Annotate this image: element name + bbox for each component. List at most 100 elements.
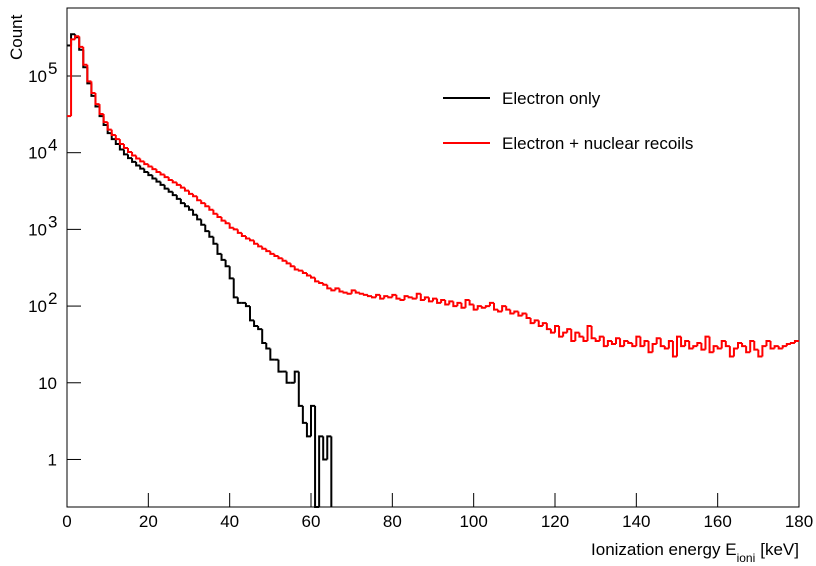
histogram-bin [114,139,120,145]
histogram-bin [200,200,206,205]
histogram-bin [98,104,104,115]
histogram-bin [350,289,356,294]
histogram-bin [415,292,421,299]
y-tick-exponent: 3 [48,212,57,231]
histogram-bin [110,129,116,137]
histogram-bin [407,296,413,299]
histogram-bin [70,38,76,117]
histogram-bin [114,135,120,141]
histogram-bin [261,329,267,345]
histogram-bin [224,220,230,225]
y-tick-base: 10 [28,220,47,239]
histogram-bin [122,149,128,156]
histogram-bin [310,275,316,279]
histogram-bin [793,340,799,344]
y-tick-label: 10 [28,220,47,239]
histogram-bin [301,405,307,424]
histogram-bin [676,335,682,357]
x-tick-label: 120 [541,512,569,531]
histogram-bin [318,435,324,507]
histogram-bin [159,181,165,186]
histogram-bin [594,338,600,343]
legend-label: Electron + nuclear recoils [502,134,693,153]
histogram-bin [236,229,242,234]
histogram-bin [432,297,438,302]
histogram-bin [253,320,259,327]
histogram-bin [464,299,470,308]
histogram-bin [269,348,275,361]
histogram-bin [448,300,454,305]
x-tick-label: 20 [139,512,158,531]
histogram-bin [261,246,267,250]
histogram-bin [444,300,450,306]
histogram-bin [208,231,214,238]
histogram-bin [667,340,673,349]
histogram-bin [220,217,226,222]
histogram-bin [127,154,133,160]
histogram-bin [647,341,653,354]
x-tick-label: 80 [383,512,402,531]
y-tick-exponent: 2 [48,289,57,308]
histogram-bin [541,322,547,326]
histogram-bin [159,171,165,176]
histogram-bin [680,336,686,348]
histogram-bin [777,346,783,350]
histogram-bin [484,305,490,308]
histogram-bin [537,320,543,327]
histogram-bin [74,35,80,40]
histogram-bin [131,158,137,163]
histogram-bin [200,219,206,226]
histogram-bin [728,346,734,358]
histogram-bin [716,346,722,350]
histogram-bin [387,296,393,299]
histogram-bin [472,304,478,311]
histogram-bin [521,312,527,316]
histogram-bin [265,343,271,350]
histogram-bin [155,169,161,173]
histogram-bin [342,291,348,294]
histogram-bin [326,284,332,290]
histogram-bin [167,177,173,182]
histogram-bin [322,436,328,461]
histogram-bin [606,340,612,347]
histogram-bin [212,236,218,245]
histogram-bin [135,161,141,167]
histogram-bin [371,296,377,299]
histogram-bin [273,253,279,257]
histogram-bin [249,306,255,322]
histogram-bin [696,342,702,347]
histogram-bin [354,290,360,294]
histogram-bin [358,292,364,295]
histogram-bin [314,277,320,283]
histogram-bin [513,310,519,314]
histogram-bin [558,325,564,338]
histogram-bin [151,166,157,171]
histogram-bin [297,269,303,272]
x-tick-label: 140 [622,512,650,531]
histogram-bin [232,278,238,299]
x-tick-label: 60 [302,512,321,531]
histogram-bin [362,293,368,296]
x-axis-label: Ionization energy Eioni [keV] [591,540,799,565]
histogram-bin [285,260,291,265]
histogram-bin [753,341,759,351]
histogram-bin [269,251,275,255]
histogram-bin [139,158,145,163]
histogram-bin [529,317,535,325]
histogram-bin [224,259,230,268]
histogram-bin [366,294,372,298]
x-tick-label: 180 [785,512,813,531]
histogram-bin [436,298,442,304]
histogram-bin [257,325,263,331]
histogram-bin [163,174,169,179]
histogram-bin [732,347,738,357]
histogram-bin [655,337,661,345]
histogram-bin [143,168,149,173]
histogram-bin [476,305,482,310]
histogram-bin [253,240,259,245]
histogram-bin [277,359,283,373]
histogram-bin [338,288,344,293]
histogram-bin [509,309,515,315]
legend-label: Electron only [502,89,601,108]
histogram-bin [175,182,181,186]
